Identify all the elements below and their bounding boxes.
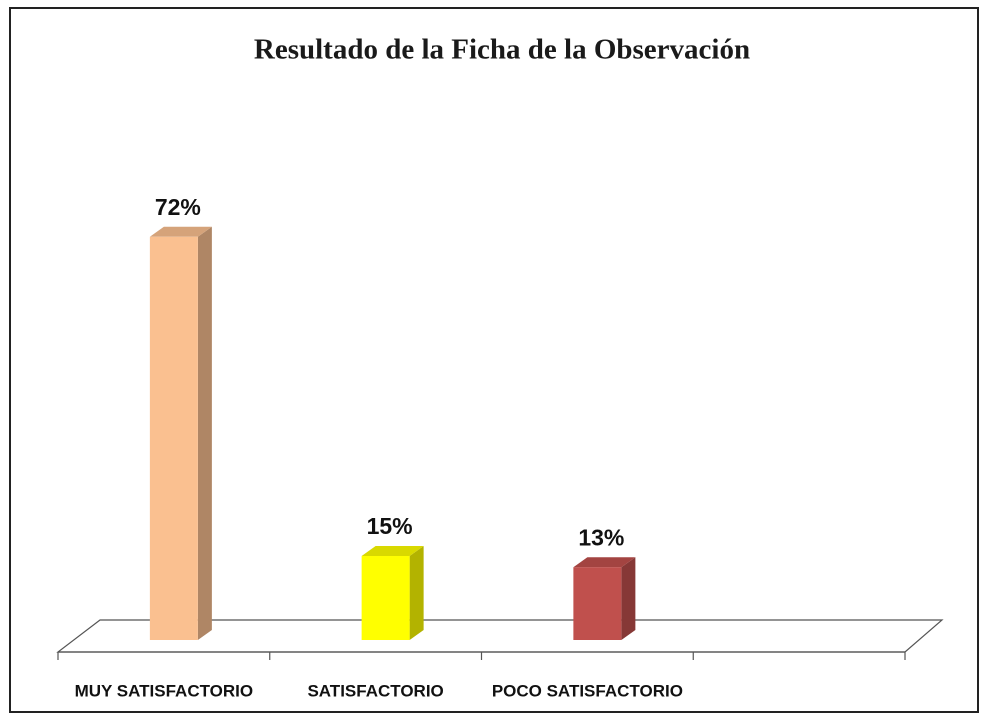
chart-title: Resultado de la Ficha de la Observación <box>254 34 750 66</box>
bar-top <box>573 557 636 568</box>
value-label: 72% <box>155 194 201 220</box>
x-tick-label: POCO SATISFACTORIO <box>492 681 683 700</box>
bar-side <box>409 546 424 640</box>
bar-top <box>149 226 212 237</box>
x-tick-label: SATISFACTORIO <box>307 681 443 700</box>
bar-side <box>197 226 212 641</box>
x-tick-label: MUY SATISFACTORIO <box>75 681 254 700</box>
value-label: 15% <box>367 513 413 539</box>
bar <box>573 567 622 640</box>
bar <box>149 236 198 641</box>
bar-top <box>361 546 424 556</box>
bar <box>361 556 410 640</box>
value-label: 13% <box>578 524 624 550</box>
bar-side <box>621 557 636 640</box>
